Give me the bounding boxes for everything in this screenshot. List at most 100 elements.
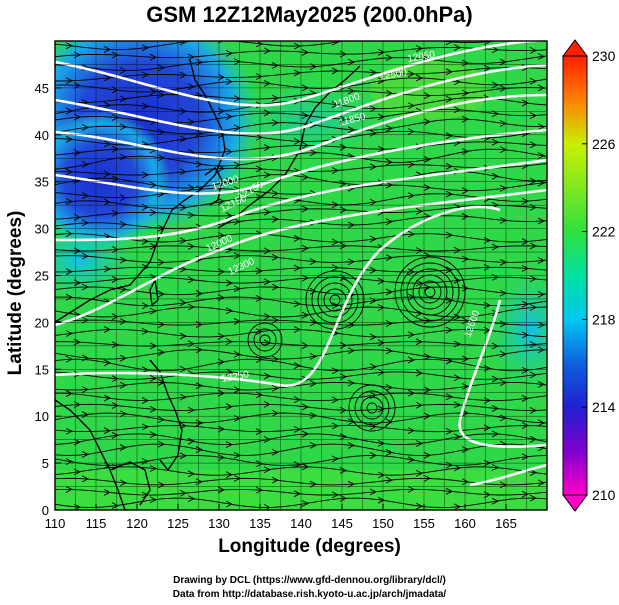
wind-arrow [179,265,188,273]
colorbar-bottom-arrow [562,494,588,512]
wind-arrow [119,256,128,264]
wind-arrow [73,503,82,510]
streamline [55,296,547,307]
wind-arrow [423,213,432,220]
wind-arrow [65,390,74,397]
wind-arrow [217,332,226,340]
wind-arrow [377,471,386,479]
wind-arrow [445,266,454,274]
streamline [55,193,547,209]
wind-arrow [385,125,394,132]
wind-arrow [111,175,120,183]
streamline [55,349,547,360]
wind-arrow [179,237,188,245]
wind-arrow [119,95,128,103]
wind-arrow [529,494,538,502]
wind-arrow [149,307,158,315]
wind-arrow [529,47,538,54]
wind-arrow [537,419,546,427]
wind-arrow [157,258,166,266]
x-tick-label: 135 [249,516,271,531]
x-tick-label: 125 [167,516,189,531]
x-axis-ticks: 110 115 120 125 130 135 140 145 150 155 160 165 [45,504,517,531]
wind-arrow [255,73,264,80]
wind-arrow [263,47,272,55]
wind-arrow [331,101,340,108]
wind-arrow [103,427,112,435]
wind-arrow [415,247,424,255]
wind-arrow [119,410,128,418]
wind-arrow [461,213,470,220]
wind-arrow [483,364,492,372]
wind-arrow [111,209,120,217]
wind-arrow [119,318,128,325]
wind-arrow [141,397,150,404]
x-axis-label: Longitude (degrees) [218,536,401,557]
contour-label: 12050 [407,49,437,65]
wind-arrow [331,167,340,174]
wind-arrow [301,205,310,213]
wind-arrow [81,252,90,260]
wind-arrow [217,454,226,461]
wind-arrow [369,163,378,171]
wind-arrow [347,87,356,95]
wind-arrow [225,178,234,185]
wind-arrow [217,486,226,494]
height-contours [55,41,547,487]
chart-title: GSM 12Z12May2025 (200.0hPa) [146,2,473,27]
wind-arrow [225,338,234,346]
wind-arrow [537,380,546,388]
streamline [55,55,547,71]
wind-arrow [73,338,82,346]
wind-arrow [347,480,356,488]
wind-arrow [263,466,272,474]
vortex-streamline [412,274,448,310]
grid [55,41,547,510]
streamline [55,129,547,146]
wind-arrow [537,152,546,160]
wind-arrow [195,446,204,454]
wind-arrow [255,294,264,302]
wind-arrow [225,113,234,121]
wind-arrow [415,143,424,151]
wind-arrow [529,77,538,85]
wind-arrow [521,331,530,339]
wind-arrow [111,145,120,153]
contour-line [55,93,547,161]
streamline [55,141,547,156]
wind-arrow [347,321,356,329]
wind-arrow [537,290,546,298]
wind-arrow [301,500,310,507]
wind-arrow [255,328,264,336]
wind-arrow [157,440,166,448]
y-tick-label: 10 [35,409,49,424]
wind-arrow [407,331,416,339]
borneo-coast [109,461,151,506]
wind-arrow [141,366,150,374]
wind-arrow [529,275,538,283]
wind-arrow [309,287,318,295]
wind-arrow [103,359,112,367]
wind-arrow [407,161,416,169]
wind-arrow [271,62,280,69]
wind-arrow [103,74,112,82]
y-tick-label: 35 [35,175,49,190]
wind-arrow [407,389,416,397]
x-tick-label: 150 [372,516,394,531]
colorbar: 210 214 218 222 226 230 [562,39,616,512]
wind-arrow [369,69,378,76]
wind-arrow [141,302,150,310]
wind-arrow [529,242,538,250]
wind-arrow [461,284,470,292]
wind-arrow [73,149,82,157]
wind-arrow [461,148,470,155]
wind-arrow [331,422,340,430]
streamline [55,319,547,326]
wind-arrow [309,480,318,488]
vortex-streamline [253,328,277,352]
wind-arrow [225,212,234,220]
wind-arrow [65,268,74,276]
wind-arrow [81,386,90,393]
y-axis-ticks: 0 5 10 15 20 25 30 35 40 45 [35,81,61,518]
wind-arrow [491,172,500,180]
